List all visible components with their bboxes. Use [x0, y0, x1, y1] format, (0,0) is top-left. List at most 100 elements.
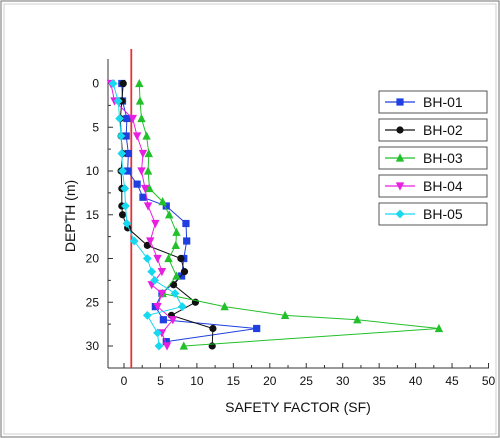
- legend-label: BH-02: [423, 122, 463, 138]
- data-point-triangle-down-marker: [153, 254, 162, 264]
- legend-item-box: [378, 90, 488, 114]
- data-point-diamond-marker: [177, 302, 187, 312]
- data-point-diamond-marker: [118, 166, 127, 176]
- data-point-triangle-up-marker: [220, 302, 229, 311]
- data-point-square-marker: [183, 237, 191, 245]
- series-layer: [106, 78, 444, 351]
- data-point-triangle-up-marker: [158, 197, 167, 206]
- data-point-circle-marker: [169, 281, 178, 289]
- y-tick-label: 0: [92, 77, 99, 91]
- data-point-circle-marker: [396, 126, 404, 134]
- data-point-diamond-marker: [122, 219, 132, 228]
- data-point-square-marker: [182, 219, 190, 228]
- data-point-diamond-marker: [129, 236, 139, 246]
- data-point-triangle-up-marker: [164, 210, 174, 219]
- data-point-triangle-down-marker: [157, 268, 167, 277]
- x-tick-label: 45: [445, 374, 459, 388]
- data-point-triangle-up-marker: [144, 148, 153, 158]
- x-tick-label: 25: [300, 374, 314, 388]
- data-point-triangle-down-marker: [146, 237, 155, 246]
- legend-item-bh-05: BH-05: [378, 202, 488, 226]
- y-tick-label: 5: [92, 120, 99, 134]
- y-tick-label: 15: [86, 208, 100, 222]
- data-point-triangle-up-marker: [164, 253, 173, 263]
- data-point-diamond-marker: [150, 275, 160, 285]
- data-point-triangle-down-marker: [151, 219, 160, 229]
- data-point-triangle-down-marker: [153, 303, 162, 312]
- data-point-triangle-down-marker: [137, 167, 146, 176]
- data-point-diamond-marker: [153, 328, 162, 338]
- data-point-square-marker: [124, 149, 132, 158]
- data-point-triangle-up-marker: [353, 315, 362, 324]
- series-bh-04: [106, 79, 178, 351]
- data-point-triangle-up-marker: [172, 271, 181, 280]
- legend-label: BH-01: [423, 94, 463, 110]
- data-point-triangle-up-marker: [434, 323, 444, 333]
- data-point-triangle-down-marker: [395, 182, 405, 191]
- data-point-triangle-up-marker: [280, 310, 290, 319]
- data-point-diamond-marker: [121, 201, 130, 211]
- data-point-triangle-down-marker: [132, 132, 142, 141]
- x-tick-label: 30: [336, 374, 350, 388]
- data-point-circle-marker: [119, 79, 127, 88]
- legend-item-bh-01: BH-01: [378, 90, 488, 114]
- data-point-triangle-down-marker: [143, 202, 153, 211]
- data-point-square-marker: [177, 272, 186, 280]
- data-point-triangle-up-marker: [137, 113, 146, 123]
- x-tick-label: 40: [409, 374, 423, 388]
- plot-area: 0 5 10 15 20 25 30 35 40 45 50 0 5 10 15 20 25 30: [86, 49, 495, 388]
- data-point-circle-marker: [143, 241, 151, 249]
- data-point-diamond-marker: [142, 310, 152, 320]
- data-point-triangle-up-marker: [143, 166, 153, 175]
- data-point-triangle-down-marker: [168, 316, 178, 325]
- data-point-square-marker: [162, 202, 170, 210]
- data-point-triangle-up-marker: [142, 131, 151, 140]
- x-tick-label: 15: [227, 374, 241, 388]
- legend-label: BH-03: [423, 150, 463, 166]
- data-point-triangle-up-marker: [135, 96, 145, 105]
- x-tick-label: 5: [157, 374, 164, 388]
- data-point-diamond-marker: [142, 254, 152, 263]
- data-point-square-marker: [122, 132, 130, 140]
- y-tick-label: 10: [86, 164, 100, 178]
- data-point-square-marker: [253, 324, 261, 333]
- data-point-square-marker: [123, 114, 131, 123]
- data-point-circle-marker: [180, 268, 189, 276]
- legend-item-box: [378, 118, 488, 142]
- y-tick-label: 30: [86, 339, 100, 353]
- series-bh-05: [108, 79, 187, 351]
- data-point-square-marker: [396, 98, 404, 106]
- y-axis-ticks: 0 5 10 15 20 25 30: [86, 77, 113, 353]
- legend-item-bh-03: BH-03: [378, 146, 488, 170]
- data-point-square-marker: [159, 316, 167, 324]
- data-point-square-marker: [133, 180, 141, 188]
- legend-label: BH-05: [423, 206, 463, 222]
- data-point-triangle-up-marker: [145, 183, 154, 193]
- x-tick-label: 0: [121, 374, 128, 388]
- data-point-diamond-marker: [116, 131, 126, 141]
- x-tick-label: 10: [190, 374, 204, 388]
- data-point-diamond-marker: [120, 184, 130, 193]
- legend-item-box: [378, 202, 488, 226]
- legend-item-box: [378, 146, 488, 170]
- data-point-diamond-marker: [117, 149, 127, 158]
- data-point-square-marker: [162, 338, 170, 346]
- x-tick-label: 35: [372, 374, 386, 388]
- data-point-triangle-up-marker: [171, 240, 180, 249]
- data-point-circle-marker: [118, 211, 127, 219]
- x-tick-label: 20: [263, 374, 277, 388]
- data-point-square-marker: [139, 193, 147, 201]
- legend-item-bh-04: BH-04: [378, 174, 488, 198]
- data-point-triangle-up-marker: [135, 78, 144, 88]
- legend: BH-01 BH-02 BH-03 BH-04 BH-05: [378, 90, 488, 226]
- data-point-diamond-marker: [147, 267, 157, 277]
- data-point-triangle-up-marker: [395, 153, 405, 162]
- legend-label: BH-04: [423, 178, 463, 194]
- data-point-triangle-down-marker: [128, 114, 137, 124]
- figure-inner-border: [3, 3, 497, 435]
- data-point-triangle-down-marker: [157, 289, 167, 299]
- data-point-square-marker: [124, 167, 132, 175]
- data-point-triangle-down-marker: [162, 342, 172, 351]
- data-point-diamond-marker: [115, 114, 125, 123]
